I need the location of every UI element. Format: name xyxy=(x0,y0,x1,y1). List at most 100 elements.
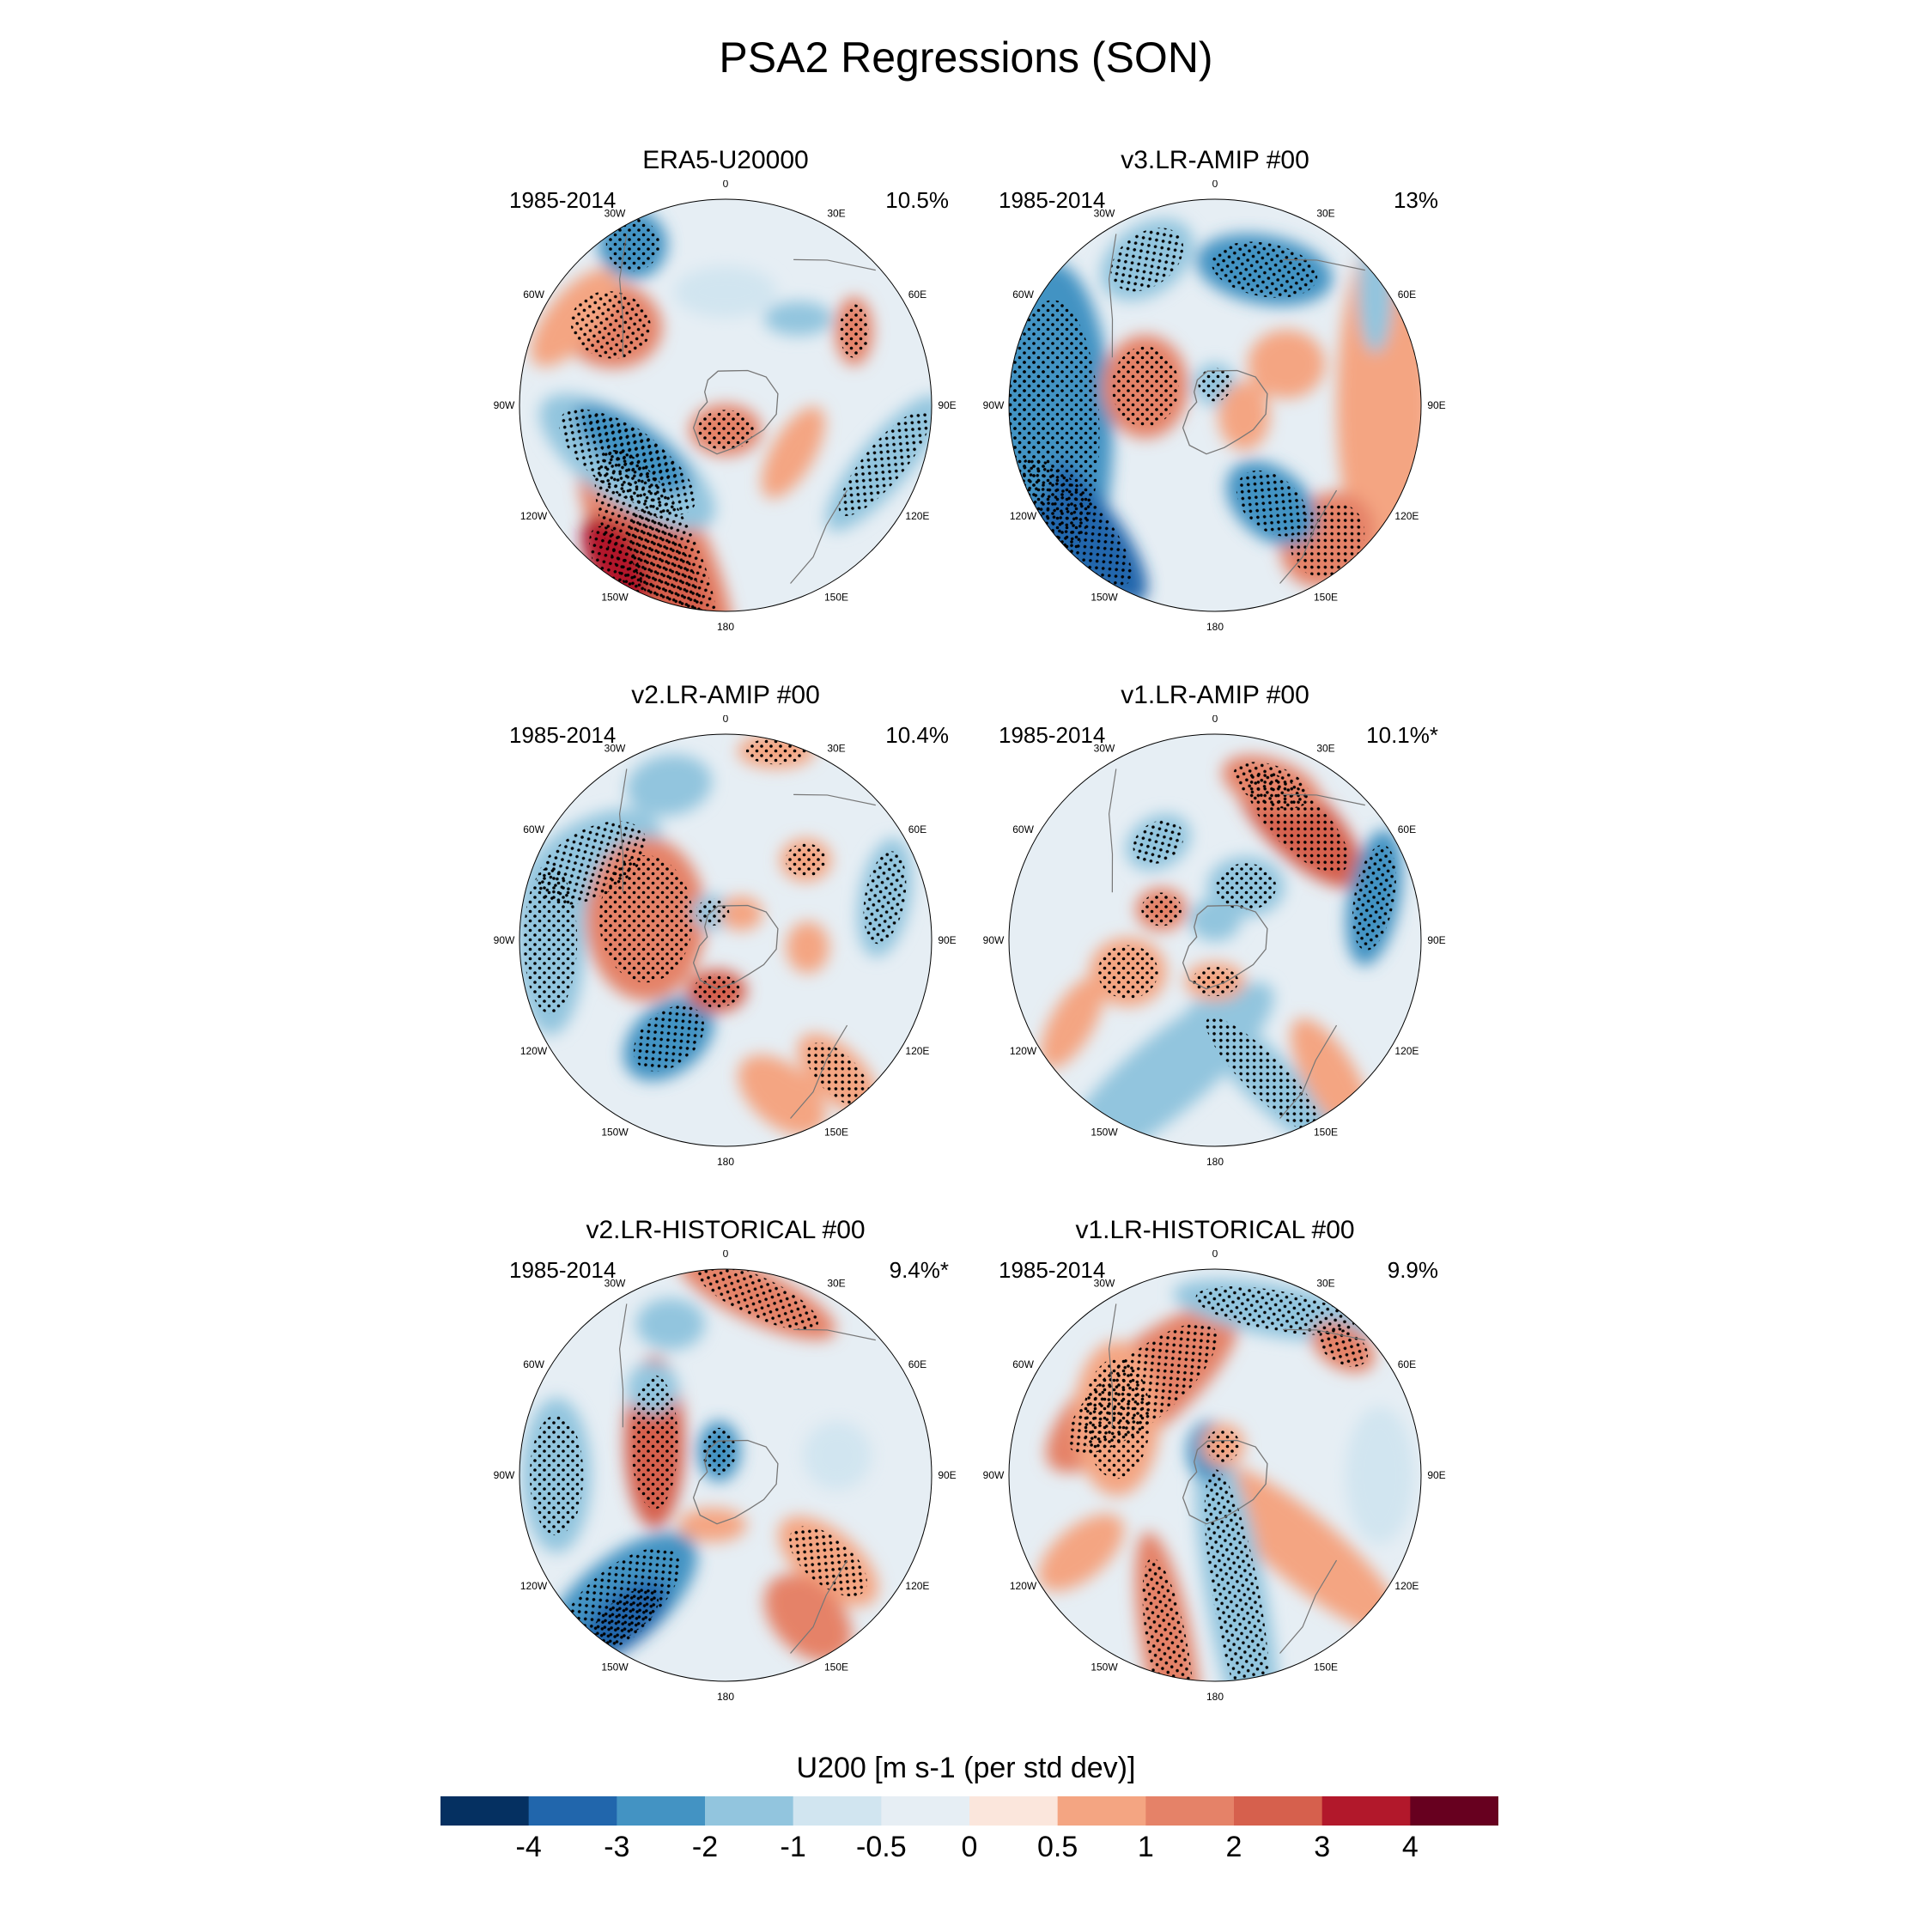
panel-years: 1985-2014 xyxy=(509,722,617,748)
colorbar-segment xyxy=(793,1796,882,1826)
south-america-coastline xyxy=(618,234,628,358)
significance-stipple xyxy=(1097,945,1158,999)
longitude-label: 180 xyxy=(717,1691,734,1703)
longitude-label: 120W xyxy=(1010,510,1037,522)
significance-stipple xyxy=(530,1414,584,1536)
anomaly-region xyxy=(1218,381,1270,451)
significance-stipple xyxy=(1009,354,1054,489)
longitude-label: 150E xyxy=(1314,1126,1338,1138)
longitude-label: 150W xyxy=(601,1126,629,1138)
longitude-label: 30E xyxy=(1316,743,1334,755)
panel-v2-amip: v2.LR-AMIP #00 1985-2014 10.4% 0 30E 60E 90… xyxy=(485,681,966,1170)
longitude-label: 90W xyxy=(494,934,515,946)
significance-stipple xyxy=(863,851,907,945)
panel-title: v1.LR-HISTORICAL #00 xyxy=(1075,1216,1355,1244)
longitude-label: 90E xyxy=(938,1469,956,1481)
longitude-label: 120W xyxy=(1010,1580,1037,1592)
antarctica-coastline xyxy=(1182,1439,1268,1525)
longitude-label: 60W xyxy=(523,289,544,301)
anomaly-region xyxy=(802,1421,872,1491)
panel-v1-amip: v1.LR-AMIP #00 1985-2014 10.1%* 0 30E 60E 9… xyxy=(975,681,1455,1170)
significance-stipple xyxy=(1215,863,1277,910)
antarctica-coastline xyxy=(692,1439,779,1525)
panel-era5: ERA5-U20000 1985-2014 10.5% 0 30E 60E 90E 12… xyxy=(485,146,966,635)
map-border xyxy=(519,198,933,612)
longitude-label: 30W xyxy=(605,208,626,220)
anomaly-region xyxy=(763,301,833,336)
significance-stipple xyxy=(1206,1017,1323,1135)
longitude-label: 150E xyxy=(824,1126,848,1138)
significance-stipple xyxy=(806,1042,871,1107)
colorbar-tick-label: -2 xyxy=(691,1831,719,1863)
africa-coastline xyxy=(793,258,876,271)
significance-stipple xyxy=(589,526,642,599)
longitude-label: 60W xyxy=(1012,1358,1034,1370)
significance-stipple xyxy=(1020,458,1132,586)
longitude-label: 180 xyxy=(717,621,734,633)
anomaly-region xyxy=(626,755,712,817)
anomaly-region xyxy=(1248,330,1326,398)
colorbar-segment xyxy=(1057,1796,1146,1826)
longitude-label: 150W xyxy=(1091,1661,1118,1673)
panel-percent: 13% xyxy=(1393,187,1438,213)
longitude-label: 0 xyxy=(723,180,729,190)
panel-title: ERA5-U20000 xyxy=(642,146,809,174)
antarctica-coastline xyxy=(1182,369,1268,455)
map-border xyxy=(1008,198,1422,612)
south-america-coastline xyxy=(618,1303,628,1428)
australia-coastline xyxy=(1279,1559,1338,1654)
panel-percent: 10.4% xyxy=(885,722,949,748)
polar-map: 0 30E 60E 90E 120E 150E 180 150W 120W 90W 60W 30W xyxy=(983,715,1446,1168)
panel-percent: 9.9% xyxy=(1387,1257,1438,1283)
longitude-label: 30W xyxy=(1094,1278,1115,1290)
panel-years: 1985-2014 xyxy=(999,187,1106,213)
anomaly-region xyxy=(738,1054,826,1136)
significance-stipple xyxy=(1204,1468,1271,1681)
significance-stipple xyxy=(702,1427,737,1475)
longitude-label: 120E xyxy=(1394,1580,1419,1592)
south-america-coastline xyxy=(1108,234,1117,358)
colorbar-title: U200 [m s-1 (per std dev)] xyxy=(796,1752,1136,1784)
longitude-label: 120W xyxy=(1010,1045,1037,1057)
significance-stipple xyxy=(1110,228,1184,292)
anomaly-region xyxy=(635,1298,705,1351)
significance-stipple xyxy=(1083,1358,1151,1479)
africa-coastline xyxy=(1283,1328,1365,1341)
significance-stipple xyxy=(605,217,660,272)
panel-v1-historical: v1.LR-HISTORICAL #00 1985-2014 9.9% 0 30E… xyxy=(975,1216,1455,1705)
longitude-label: 0 xyxy=(1212,715,1218,725)
colorbar-tick-label: -0.5 xyxy=(856,1831,907,1863)
significance-stipple xyxy=(586,414,678,484)
map-border xyxy=(1008,733,1422,1147)
panel-percent: 10.1%* xyxy=(1366,722,1438,748)
significance-stipple xyxy=(1133,820,1184,865)
longitude-label: 120E xyxy=(905,510,929,522)
longitude-label: 30E xyxy=(827,1278,845,1290)
longitude-label: 60E xyxy=(908,1358,927,1370)
significance-stipple xyxy=(1198,368,1232,402)
longitude-label: 150E xyxy=(1314,591,1338,603)
anomaly-region xyxy=(720,896,762,931)
longitude-label: 90W xyxy=(494,399,515,411)
longitude-label: 90E xyxy=(1427,1469,1445,1481)
significance-stipple xyxy=(1191,966,1239,997)
panel-v3-amip: v3.LR-AMIP #00 1985-2014 13% 0 30E 60E 90E 1… xyxy=(975,146,1455,635)
colorbar-tick-label: -3 xyxy=(604,1831,630,1863)
australia-coastline xyxy=(1279,1024,1338,1119)
longitude-label: 60W xyxy=(1012,289,1034,301)
significance-stipple xyxy=(1195,1286,1355,1335)
longitude-label: 0 xyxy=(1212,180,1218,190)
colorbar-tick-label: 4 xyxy=(1401,1831,1419,1863)
longitude-label: 60E xyxy=(908,289,927,301)
longitude-label: 60E xyxy=(1398,823,1416,835)
significance-stipple xyxy=(523,866,578,1014)
longitude-label: 120E xyxy=(905,1045,929,1057)
significance-stipple xyxy=(633,1005,705,1072)
longitude-label: 30E xyxy=(1316,1278,1334,1290)
field-layer xyxy=(519,1269,932,1681)
australia-coastline xyxy=(790,489,848,584)
antarctica-coastline xyxy=(692,369,779,455)
antarctica-coastline xyxy=(692,904,779,990)
anomaly-region xyxy=(1200,1461,1403,1636)
field-layer xyxy=(1009,199,1421,611)
